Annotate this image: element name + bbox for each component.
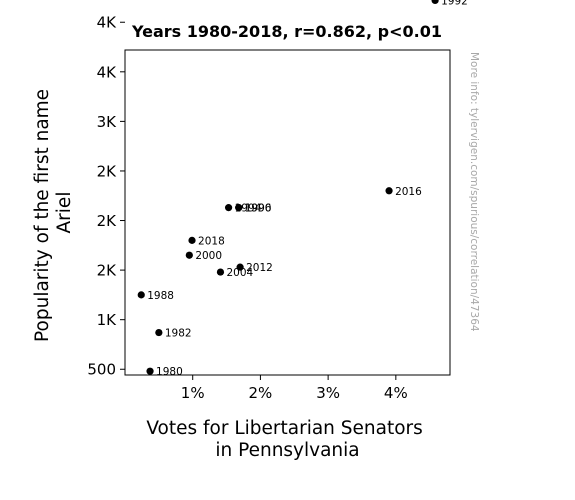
data-point (224, 204, 233, 212)
data-point-label: 1996 (245, 203, 272, 215)
plot-frame (124, 49, 451, 376)
plot-area: 1%2%3%4% 5001K2K2K2K3K4K4K4K 19801982198… (87, 0, 468, 402)
watermark-text: More info: tylervigen.com/spurious/corre… (468, 52, 480, 332)
data-point (146, 367, 154, 375)
y-tick-label: 2K (97, 162, 118, 180)
data-point-label: 2016 (395, 186, 422, 198)
data-point (385, 187, 393, 195)
data-point-label: 1992 (441, 0, 468, 7)
chart-title: Years 1980-2018, r=0.862, p<0.01 (131, 22, 442, 41)
data-point (137, 291, 145, 299)
data-point-label: 2018 (198, 235, 225, 247)
y-tick-label: 1K (97, 311, 118, 329)
data-point (235, 204, 243, 212)
data-point (155, 328, 163, 337)
x-tick-label: 3% (316, 384, 340, 402)
data-point-label: 2012 (246, 262, 273, 274)
data-point-label: 2000 (195, 250, 222, 262)
y-tick-label: 500 (87, 361, 116, 379)
data-point (188, 236, 196, 244)
y-tick-label: 2K (97, 212, 118, 230)
x-tick-label: 1% (181, 384, 205, 402)
y-axis-label-line-2: Ariel (54, 192, 75, 234)
y-axis: 5001K2K2K2K3K4K4K4K (87, 14, 125, 379)
y-axis-label-line-1: Popularity of the first name (32, 89, 53, 342)
data-point-label: 2004 (226, 267, 253, 279)
x-axis-label: Votes for Libertarian Senators in Pennsy… (146, 418, 428, 461)
data-points: 1980198219881990199219941996200020042012… (137, 0, 468, 378)
data-point (431, 0, 439, 5)
y-tick-label: 4K (97, 63, 118, 81)
x-tick-label: 2% (249, 384, 273, 402)
y-tick-label: 3K (97, 113, 118, 131)
y-tick-label: 2K (97, 262, 118, 280)
data-point-label: 1990 (245, 203, 272, 215)
x-axis: 1% 2% 3% 4% (181, 375, 408, 402)
y-axis-label: Popularity of the first name Ariel (32, 83, 75, 342)
data-point (216, 268, 225, 276)
data-point-label: 1980 (156, 366, 183, 378)
x-tick-label: 4% (384, 384, 408, 402)
x-axis-label-line-1: Votes for Libertarian Senators (146, 418, 422, 439)
data-point-label: 1982 (165, 328, 192, 340)
x-axis-label-line-2: in Pennsylvania (215, 440, 359, 461)
data-point (236, 263, 244, 271)
data-point-label: 1988 (147, 290, 174, 302)
y-tick-label: 4K (97, 14, 118, 32)
data-point (185, 251, 193, 259)
